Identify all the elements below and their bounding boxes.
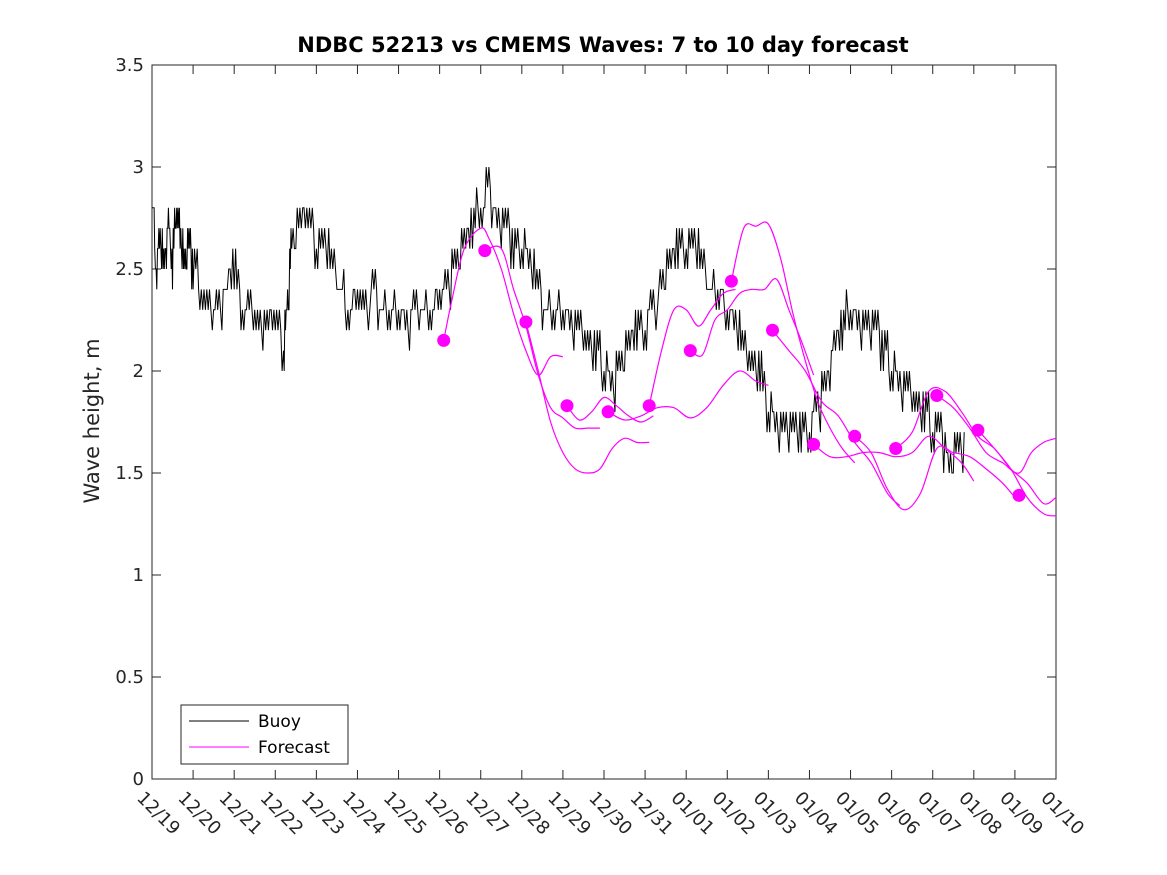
x-tick-label: 01/02	[708, 788, 760, 840]
forecast-start-marker	[1012, 488, 1026, 502]
x-tick-label: 01/07	[913, 788, 965, 840]
x-tick-label: 12/26	[420, 788, 472, 840]
forecast-start-marker	[807, 437, 821, 451]
x-tick-label: 12/24	[338, 788, 390, 840]
x-tick-label: 12/31	[626, 788, 678, 840]
x-tick-label: 12/22	[256, 788, 308, 840]
y-tick-label: 0	[133, 769, 144, 790]
forecast-series-line-14	[977, 429, 1057, 517]
forecast-start-marker	[683, 344, 697, 358]
y-tick-label: 2.5	[115, 259, 144, 280]
forecast-series-line-11	[854, 435, 1016, 511]
forecast-series-line-7	[689, 277, 815, 376]
forecast-start-marker	[437, 333, 451, 347]
x-tick-label: 12/30	[584, 788, 636, 840]
forecast-series-line-1	[443, 227, 563, 376]
legend-box	[180, 704, 349, 765]
y-tick-label: 0.5	[115, 667, 144, 688]
y-tick-label: 2	[133, 361, 144, 382]
x-tick-label: 12/25	[379, 788, 431, 840]
forecast-series-line-3	[525, 321, 650, 474]
y-tick-label: 1	[133, 565, 144, 586]
buoy-series-line	[152, 166, 965, 474]
forecast-start-marker	[971, 423, 985, 437]
y-tick-label: 3	[133, 157, 144, 178]
forecast-series-line-5	[607, 370, 769, 421]
x-tick-label: 12/28	[502, 788, 554, 840]
forecast-start-marker	[848, 429, 862, 443]
forecast-start-marker	[642, 399, 656, 413]
x-tick-label: 01/10	[1036, 788, 1088, 840]
forecast-series-line-10	[813, 435, 975, 482]
x-tick-label: 12/19	[132, 788, 184, 840]
forecast-start-marker	[930, 389, 944, 402]
x-tick-label: 12/21	[215, 788, 267, 840]
forecast-start-marker	[560, 399, 574, 413]
forecast-start-marker	[478, 244, 492, 258]
y-tick-label: 3.5	[115, 55, 144, 76]
y-tick-label: 1.5	[115, 463, 144, 484]
forecast-start-marker	[601, 405, 615, 419]
forecast-start-marker	[766, 323, 779, 337]
legend: Buoy Forecast	[180, 704, 349, 765]
forecast-series-line-4	[566, 396, 654, 423]
x-tick-label: 12/20	[174, 788, 226, 840]
x-tick-label: 01/08	[954, 788, 1006, 840]
plot-frame	[151, 64, 1057, 780]
x-tick-label: 01/06	[872, 788, 924, 840]
plot-area	[151, 64, 1057, 780]
legend-buoy-label: Buoy	[258, 712, 301, 732]
x-tick-label: 01/03	[749, 788, 801, 840]
forecast-series-line-2	[484, 245, 600, 430]
x-tick-label: 01/05	[831, 788, 883, 840]
marker-layer	[437, 244, 1026, 502]
forecast-series-line-8	[730, 221, 856, 464]
x-tick-label: 12/29	[543, 788, 595, 840]
forecast-series-line-6	[648, 288, 736, 406]
forecast-series-line-13	[936, 395, 1057, 474]
forecast-start-marker	[724, 274, 738, 288]
legend-forecast-label: Forecast	[258, 738, 330, 758]
forecast-start-marker	[889, 442, 903, 455]
x-tick-label: 01/09	[995, 788, 1047, 840]
x-tick-label: 12/27	[461, 788, 513, 840]
series-layer	[152, 166, 1057, 517]
x-tick-label: 12/23	[297, 788, 349, 840]
x-tick-label: 01/01	[667, 788, 719, 840]
chart-title: NDBC 52213 vs CMEMS Waves: 7 to 10 day f…	[297, 33, 908, 57]
y-axis-label: Wave height, m	[80, 338, 104, 503]
forecast-series-line-9	[772, 329, 901, 507]
y-axis: 0 0.5 1 1.5 2 2.5 3 3.5	[115, 55, 1056, 790]
forecast-start-marker	[519, 315, 533, 329]
x-tick-label: 01/04	[790, 788, 842, 840]
